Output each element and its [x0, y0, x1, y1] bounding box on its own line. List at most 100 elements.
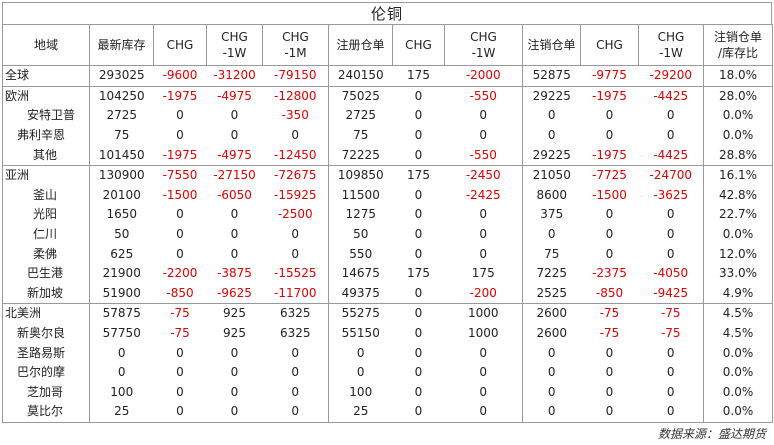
value-cell: 21050 [522, 164, 581, 186]
value-cell: -75 [153, 303, 207, 324]
value-cell: 0 [230, 207, 239, 222]
value-cell: -27150 [206, 164, 263, 186]
value-cell: -2000 [444, 65, 523, 87]
value-cell: 375 [522, 205, 581, 225]
value-cell: 2600 [522, 303, 581, 324]
value-cell: 0 [230, 345, 239, 360]
value-cell: 0 [176, 108, 184, 123]
value-cell: -4050 [653, 266, 689, 281]
value-cell: 2725 [328, 106, 393, 126]
value-cell: 0 [605, 345, 614, 360]
table-row: 仁川 50 0 0 0 50 0 0 0 0 0 0.0% [2, 224, 773, 245]
value-cell: 0 [522, 343, 581, 363]
value-cell: -9775 [580, 65, 639, 87]
value-cell: 0 [444, 402, 523, 423]
value-cell: 0 [414, 147, 423, 162]
value-cell: 0 [291, 345, 300, 360]
column-header: 最新库存 [89, 24, 154, 66]
value-cell: -7550 [153, 164, 207, 186]
region-cell: 光阳 [2, 205, 90, 225]
value-cell: 6325 [279, 326, 311, 341]
value-cell: 0 [230, 365, 239, 380]
value-cell: 925 [223, 326, 246, 341]
value-cell: 0 [392, 303, 445, 324]
value-cell: 550 [328, 244, 393, 264]
table-row: 新奥尔良 57750 -75 925 6325 55150 0 1000 2600 -75 -75 4… [2, 323, 773, 344]
value-cell: -2450 [444, 164, 523, 186]
value-cell: 7225 [522, 263, 581, 284]
value-cell: 72225 [328, 145, 393, 166]
value-cell: 0.0% [703, 125, 773, 146]
region-cell: 柔佛 [2, 244, 90, 264]
table-header-row: 地域 最新库存 CHG CHG -1W CHG -1M 注册仓单 CHG CHG -1W 注销仓… [2, 24, 773, 66]
value-cell: 0.0% [703, 362, 773, 383]
value-cell: 0 [414, 345, 423, 360]
value-cell: 29225 [522, 145, 581, 166]
data-source-note: 数据来源：盛达期货 [657, 427, 766, 441]
region-cell: 巴生港 [2, 263, 90, 284]
value-cell: 28.0% [703, 85, 773, 107]
value-cell: 1275 [328, 205, 393, 225]
value-cell: 925 [206, 303, 263, 324]
value-cell: -75 [660, 326, 681, 341]
report-table-container: 伦铜 地域 最新库存 CHG CHG -1W CHG -1M 注册仓单 CHG CHG -1W… [2, 2, 773, 423]
value-cell: -29200 [638, 65, 704, 87]
value-cell: 14675 [328, 263, 393, 284]
value-cell: 0 [666, 108, 675, 123]
value-cell: 16.1% [703, 164, 773, 186]
value-cell: 0 [522, 382, 581, 403]
value-cell: -72675 [262, 164, 329, 186]
value-cell: 100 [110, 384, 134, 399]
value-cell: 0 [605, 246, 614, 261]
value-cell: 0 [580, 402, 639, 423]
value-cell: 0 [479, 128, 488, 143]
value-cell: 0 [522, 362, 581, 383]
value-cell: 75025 [328, 85, 393, 107]
value-cell: -2375 [592, 266, 627, 281]
value-cell: 0 [414, 365, 423, 380]
value-cell: -6050 [217, 187, 252, 202]
value-cell: 1000 [444, 303, 523, 324]
value-cell: 11500 [328, 185, 393, 206]
value-cell: -1500 [592, 187, 627, 202]
value-cell: -550 [444, 85, 523, 107]
value-cell: 175 [471, 266, 495, 281]
region-cell: 弗利辛恩 [2, 125, 90, 146]
value-cell: 0 [414, 227, 423, 242]
value-cell: -9625 [217, 285, 252, 300]
value-cell: 20100 [102, 187, 141, 202]
value-cell: 52875 [522, 65, 581, 87]
value-cell: -75 [599, 326, 620, 341]
value-cell: 55150 [328, 323, 393, 344]
value-cell: -12800 [262, 85, 329, 107]
value-cell: 0 [291, 227, 300, 242]
value-cell: 57750 [102, 326, 141, 341]
table-row: 全球 293025 -9600 -31200 -79150 240150 175 -2000 5… [2, 65, 773, 87]
value-cell: -24700 [638, 164, 704, 186]
value-cell: -4425 [638, 85, 704, 107]
value-cell: 175 [392, 65, 445, 87]
value-cell: 0 [176, 128, 184, 143]
value-cell: 0 [392, 85, 445, 107]
value-cell: 4.5% [703, 303, 773, 324]
region-cell: 釜山 [2, 185, 90, 206]
value-cell: 0 [230, 128, 239, 143]
value-cell: 0 [479, 227, 488, 242]
table-row: 釜山 20100 -1500 -6050 -15925 11500 0 -2425 8600 -1… [2, 185, 773, 206]
table-row: 光阳 1650 0 0 -2500 1275 0 0 375 0 0 22.7% [2, 205, 773, 225]
value-cell: 0 [414, 384, 423, 399]
region-cell: 北美洲 [2, 303, 90, 324]
value-cell: 0 [666, 227, 675, 242]
region-cell: 仁川 [2, 224, 90, 245]
value-cell: 0 [328, 362, 393, 383]
value-cell: -75 [638, 303, 704, 324]
value-cell: 55275 [328, 303, 393, 324]
region-cell: 芝加哥 [2, 382, 90, 403]
value-cell: -2200 [162, 266, 198, 281]
region-cell: 巴尔的摩 [2, 362, 90, 383]
region-cell: 欧洲 [2, 85, 90, 107]
value-cell: 0 [291, 384, 300, 399]
value-cell: 0 [291, 128, 300, 143]
value-cell: 57875 [89, 303, 154, 324]
value-cell: 0 [479, 345, 488, 360]
